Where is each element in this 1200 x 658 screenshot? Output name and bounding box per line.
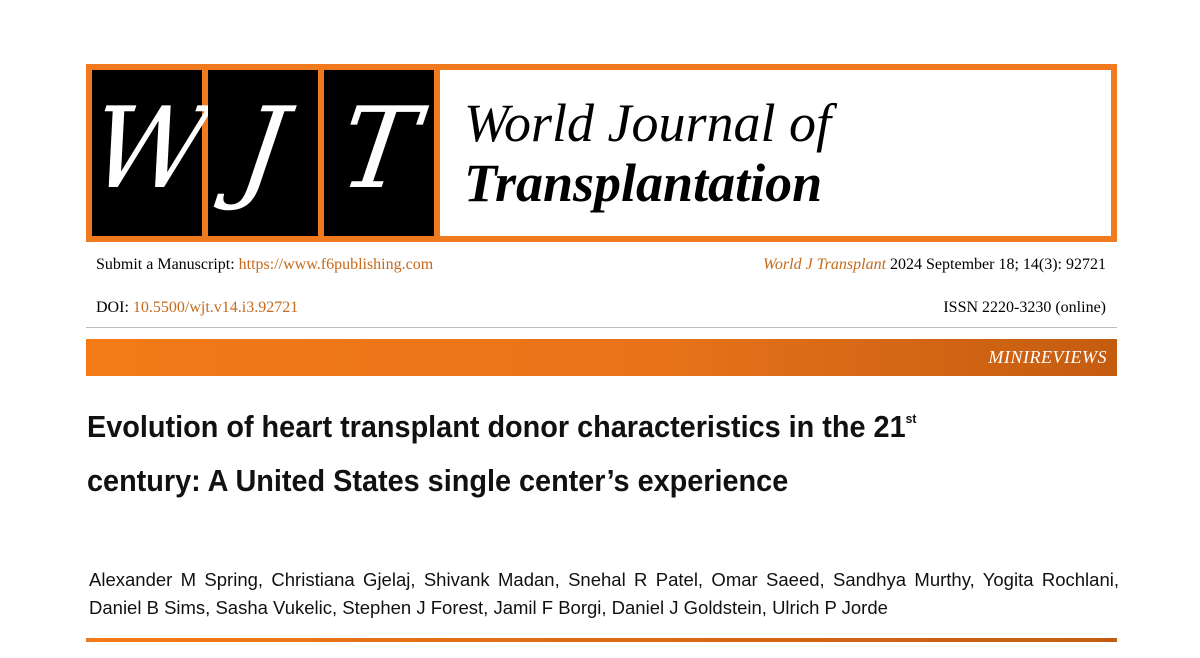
logo-box-w: W	[83, 70, 216, 236]
journal-name-line2: Transplantation	[464, 153, 823, 213]
author-list: Alexander M Spring, Christiana Gjelaj, S…	[89, 569, 1119, 618]
issn: ISSN 2220-3230 (online)	[943, 299, 1106, 316]
submit-link[interactable]: https://www.f6publishing.com	[238, 256, 434, 273]
title-part1: Evolution of heart transplant donor char…	[87, 409, 906, 444]
submit-label: Submit a Manuscript:	[96, 256, 239, 273]
doi-link[interactable]: 10.5500/wjt.v14.i3.92721	[132, 299, 299, 316]
doi-label: DOI:	[96, 299, 133, 316]
category-bar: MINIREVIEWS	[86, 339, 1117, 376]
issue-info: 2024 September 18; 14(3): 92721	[886, 256, 1106, 273]
logo-letter-j: J	[231, 84, 295, 214]
journal-masthead: W J T World Journal of Transplantation	[83, 64, 1117, 242]
category-label: MINIREVIEWS	[988, 347, 1107, 367]
journal-name: World Journal of Transplantation	[464, 96, 831, 210]
logo-letter-t: T	[332, 84, 426, 214]
journal-abbrev: World J Transplant	[763, 256, 887, 273]
title-superscript: st	[905, 411, 917, 426]
logo-box-t: T	[324, 70, 440, 236]
journal-name-line1: World Journal of	[464, 93, 832, 153]
article-title: Evolution of heart transplant donor char…	[87, 392, 1036, 508]
doi: DOI: 10.5500/wjt.v14.i3.92721	[96, 298, 298, 318]
divider	[86, 327, 1117, 328]
submit-manuscript: Submit a Manuscript: https://www.f6publi…	[96, 255, 433, 275]
citation-info: World J Transplant 2024 September 18; 14…	[763, 255, 1106, 275]
logo-letter-w: W	[82, 84, 217, 214]
logo-box-j: J	[208, 70, 324, 236]
title-part2: century: A United States single center’s…	[87, 463, 789, 498]
bottom-rule	[86, 638, 1117, 642]
